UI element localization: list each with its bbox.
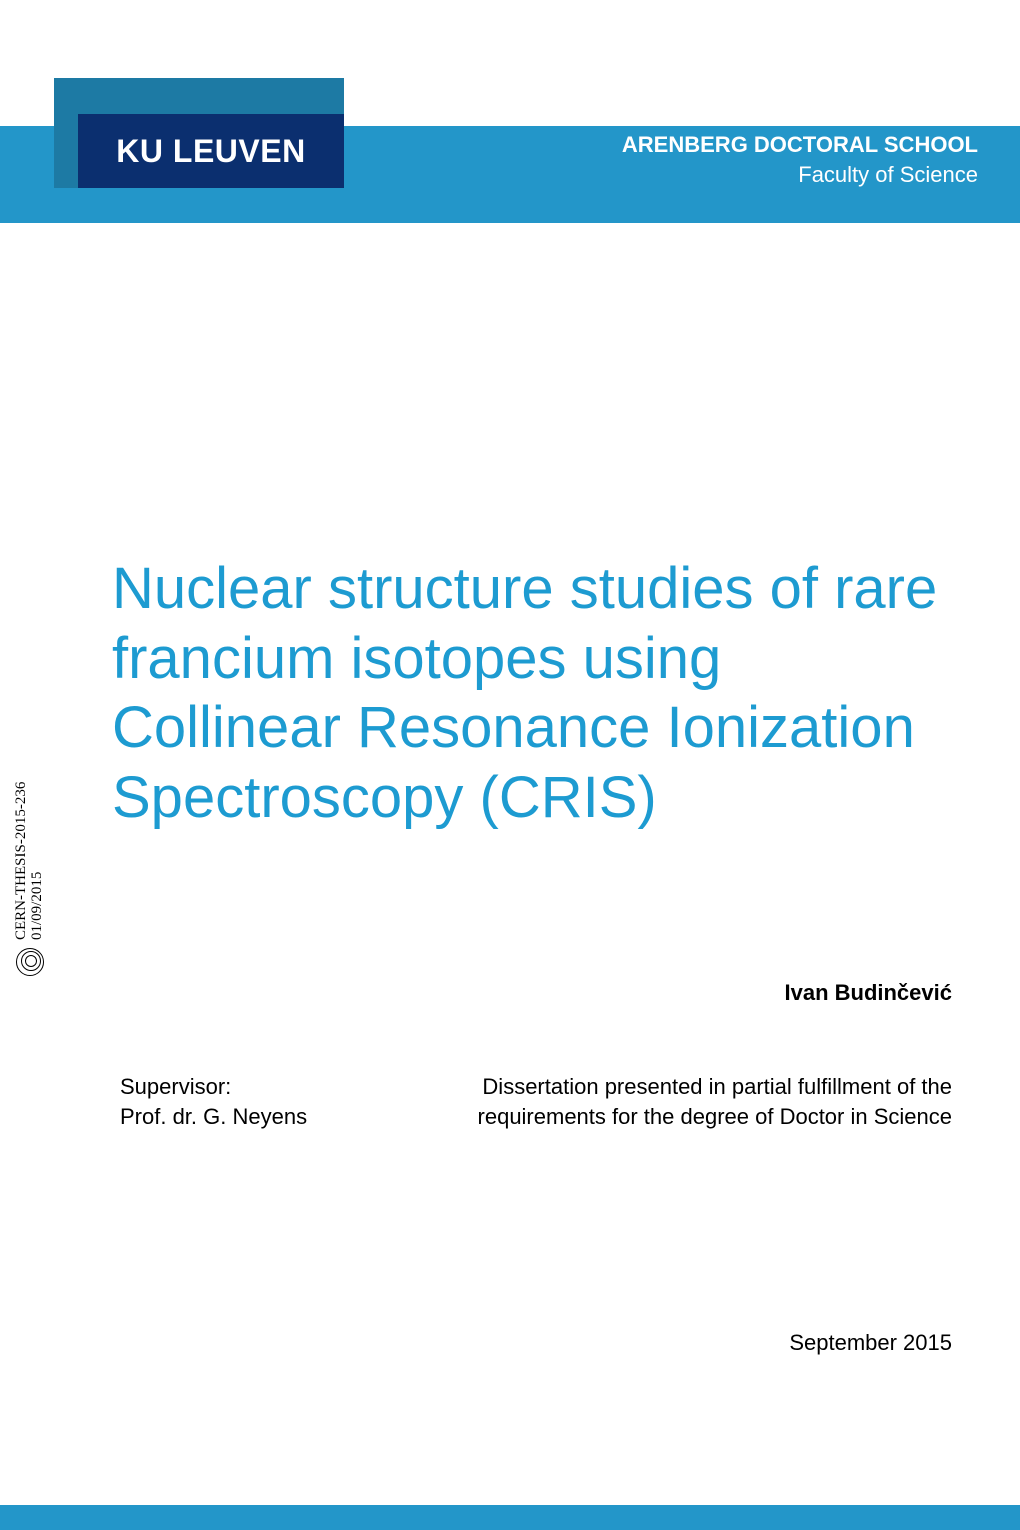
cern-stamp-text: CERN-THESIS-2015-236 01/09/2015 (14, 782, 46, 940)
page-root: KU LEUVEN ARENBERG DOCTORAL SCHOOL Facul… (0, 0, 1020, 1530)
publication-date: September 2015 (789, 1330, 952, 1356)
faculty-name: Faculty of Science (622, 160, 978, 190)
cern-stamp-line1: CERN-THESIS-2015-236 (13, 782, 29, 940)
cern-stamp-inner: CERN-THESIS-2015-236 01/09/2015 (14, 766, 46, 976)
doctoral-school-name: ARENBERG DOCTORAL SCHOOL (622, 130, 978, 160)
university-logo-box: KU LEUVEN (78, 114, 344, 188)
cern-thesis-stamp: CERN-THESIS-2015-236 01/09/2015 (4, 768, 46, 978)
footer-band (0, 1505, 1020, 1530)
dissertation-statement: Dissertation presented in partial fulfil… (452, 1072, 952, 1131)
supervisor-name: Prof. dr. G. Neyens (120, 1102, 307, 1132)
supervisor-label: Supervisor: (120, 1072, 307, 1102)
author-name: Ivan Budinčević (784, 980, 952, 1006)
university-logo-text: KU LEUVEN (116, 133, 305, 170)
header-band: KU LEUVEN ARENBERG DOCTORAL SCHOOL Facul… (0, 78, 1020, 223)
thesis-title-block: Nuclear structure studies of rare franci… (112, 554, 954, 832)
supervisor-block: Supervisor: Prof. dr. G. Neyens (120, 1072, 307, 1131)
cern-stamp-line2: 01/09/2015 (29, 872, 45, 940)
cern-logo-icon (16, 948, 44, 976)
author-block: Ivan Budinčević (784, 980, 952, 1006)
doctoral-school-block: ARENBERG DOCTORAL SCHOOL Faculty of Scie… (622, 130, 978, 189)
thesis-title: Nuclear structure studies of rare franci… (112, 554, 954, 832)
